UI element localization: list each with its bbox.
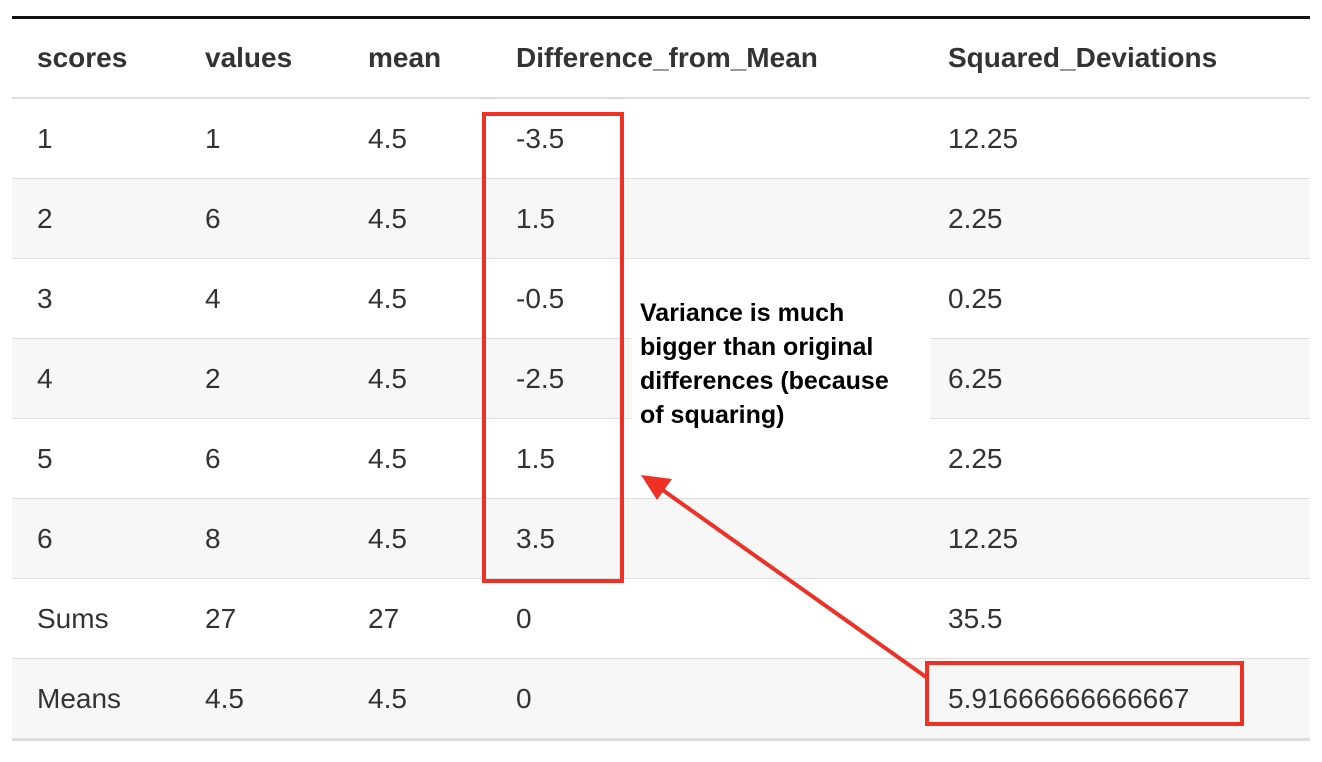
variance-annotation: Variance is much bigger than original di… <box>632 292 930 432</box>
header-mean: mean <box>343 19 491 99</box>
cell-difference-from-mean: 0 <box>491 578 923 659</box>
cell-difference-from-mean: 3.5 <box>491 498 923 579</box>
cell-squared-deviations: 5.91666666666667 <box>923 658 1310 741</box>
cell-scores: 2 <box>12 178 180 259</box>
cell-squared-deviations: 2.25 <box>923 418 1310 499</box>
header-scores: scores <box>12 19 180 99</box>
header-difference-from-mean: Difference_from_Mean <box>491 19 923 99</box>
cell-scores: Sums <box>12 578 180 659</box>
cell-mean: 4.5 <box>343 178 491 259</box>
cell-values: 6 <box>180 178 343 259</box>
cell-mean: 4.5 <box>343 98 491 179</box>
header-values: values <box>180 19 343 99</box>
header-squared-deviations: Squared_Deviations <box>923 19 1310 99</box>
cell-values: 8 <box>180 498 343 579</box>
cell-squared-deviations: 12.25 <box>923 98 1310 179</box>
cell-squared-deviations: 0.25 <box>923 258 1310 339</box>
table-row-sums: Sums 27 27 0 35.5 <box>12 578 1310 659</box>
cell-scores: 6 <box>12 498 180 579</box>
cell-mean: 4.5 <box>343 418 491 499</box>
table-row: 1 1 4.5 -3.5 12.25 <box>12 98 1310 179</box>
cell-scores: Means <box>12 658 180 741</box>
cell-values: 27 <box>180 578 343 659</box>
cell-mean: 4.5 <box>343 658 491 741</box>
cell-scores: 4 <box>12 338 180 419</box>
cell-scores: 1 <box>12 98 180 179</box>
cell-mean: 27 <box>343 578 491 659</box>
cell-scores: 3 <box>12 258 180 339</box>
cell-values: 2 <box>180 338 343 419</box>
cell-mean: 4.5 <box>343 258 491 339</box>
table-row-means: Means 4.5 4.5 0 5.91666666666667 <box>12 658 1310 741</box>
cell-difference-from-mean: 0 <box>491 658 923 741</box>
table-row: 6 8 4.5 3.5 12.25 <box>12 498 1310 579</box>
cell-scores: 5 <box>12 418 180 499</box>
cell-squared-deviations: 35.5 <box>923 578 1310 659</box>
table-top-rule <box>12 16 1310 19</box>
cell-values: 4 <box>180 258 343 339</box>
cell-values: 6 <box>180 418 343 499</box>
cell-mean: 4.5 <box>343 338 491 419</box>
cell-mean: 4.5 <box>343 498 491 579</box>
cell-values: 1 <box>180 98 343 179</box>
cell-difference-from-mean: 1.5 <box>491 178 923 259</box>
cell-squared-deviations: 6.25 <box>923 338 1310 419</box>
cell-squared-deviations: 2.25 <box>923 178 1310 259</box>
table-header-row: scores values mean Difference_from_Mean … <box>12 19 1310 99</box>
cell-difference-from-mean: -3.5 <box>491 98 923 179</box>
cell-values: 4.5 <box>180 658 343 741</box>
table-row: 2 6 4.5 1.5 2.25 <box>12 178 1310 259</box>
cell-squared-deviations: 12.25 <box>923 498 1310 579</box>
